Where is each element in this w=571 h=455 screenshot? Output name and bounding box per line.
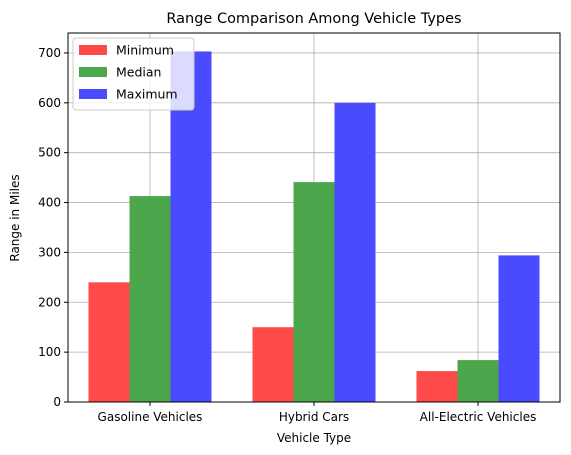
x-tick-label: Gasoline Vehicles [98,410,203,424]
legend-swatch-median [79,67,107,77]
y-tick-label: 300 [38,245,61,259]
bar-minimum-1 [252,327,294,402]
legend: Minimum Median Maximum [72,37,195,111]
chart-title: Range Comparison Among Vehicle Types [166,11,461,27]
y-axis-label: Range in Miles [8,174,22,261]
bar-median-0 [129,196,171,402]
y-tick-label: 400 [38,196,61,210]
legend-swatch-minimum [79,45,107,55]
y-tick-label: 0 [53,395,61,409]
x-tick-label: Hybrid Cars [279,410,349,424]
y-tick-label: 700 [38,46,61,60]
y-tick-label: 600 [38,96,61,110]
bar-minimum-2 [416,371,458,402]
bars [88,51,540,402]
legend-label-median: Median [116,65,161,80]
x-tick-label: All-Electric Vehicles [420,410,537,424]
y-tick-label: 200 [38,295,61,309]
y-tick-label: 100 [38,345,61,359]
axis-ticks: 0 100 200 300 400 500 600 700 Gasoline Vehicles H… [38,46,536,424]
legend-label-maximum: Maximum [116,87,178,102]
bar-median-1 [293,182,335,402]
bar-maximum-2 [498,255,540,402]
legend-swatch-maximum [79,89,107,99]
legend-label-minimum: Minimum [116,43,174,58]
x-axis-label: Vehicle Type [277,431,351,445]
y-tick-label: 500 [38,146,61,160]
bar-maximum-1 [334,102,376,402]
bar-median-2 [457,360,499,402]
bar-minimum-0 [88,282,130,402]
